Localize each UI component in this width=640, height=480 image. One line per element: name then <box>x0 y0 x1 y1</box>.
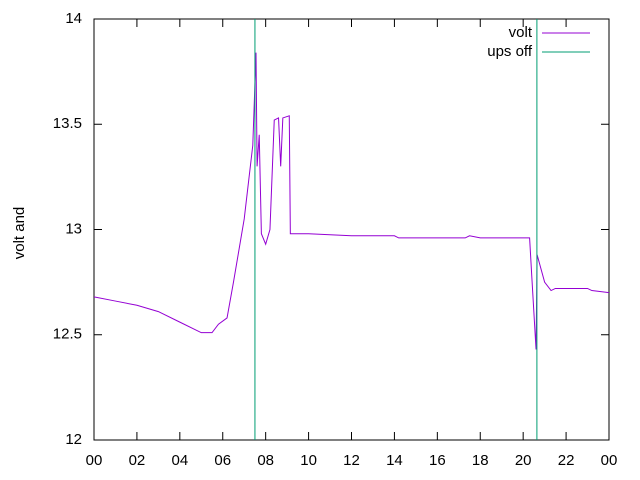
plot-frame <box>93 18 610 441</box>
x-tick-label: 18 <box>472 452 489 469</box>
series-line <box>93 52 610 350</box>
x-tick-label: 04 <box>171 452 188 469</box>
legend-label: ups off <box>487 43 533 60</box>
y-tick-label: 13 <box>65 220 82 237</box>
series-line <box>254 19 538 440</box>
x-tick-label: 10 <box>300 452 317 469</box>
y-tick-label: 13.5 <box>53 115 82 132</box>
x-tick-label: 06 <box>214 452 231 469</box>
x-tick-label: 12 <box>343 452 360 469</box>
y-tick-label: 14 <box>65 10 82 27</box>
legend-label: volt <box>509 24 533 41</box>
y-tick-label: 12 <box>65 431 82 448</box>
y-tick-label: 12.5 <box>53 326 82 343</box>
x-tick-label: 08 <box>257 452 274 469</box>
y-axis-label: volt and <box>11 207 28 260</box>
x-tick-label: 14 <box>386 452 403 469</box>
x-tick-label: 02 <box>129 452 146 469</box>
x-tick-label: 20 <box>515 452 532 469</box>
x-tick-label: 00 <box>86 452 103 469</box>
x-tick-label: 22 <box>558 452 575 469</box>
x-tick-label: 00 <box>601 452 618 469</box>
x-tick-label: 16 <box>429 452 446 469</box>
